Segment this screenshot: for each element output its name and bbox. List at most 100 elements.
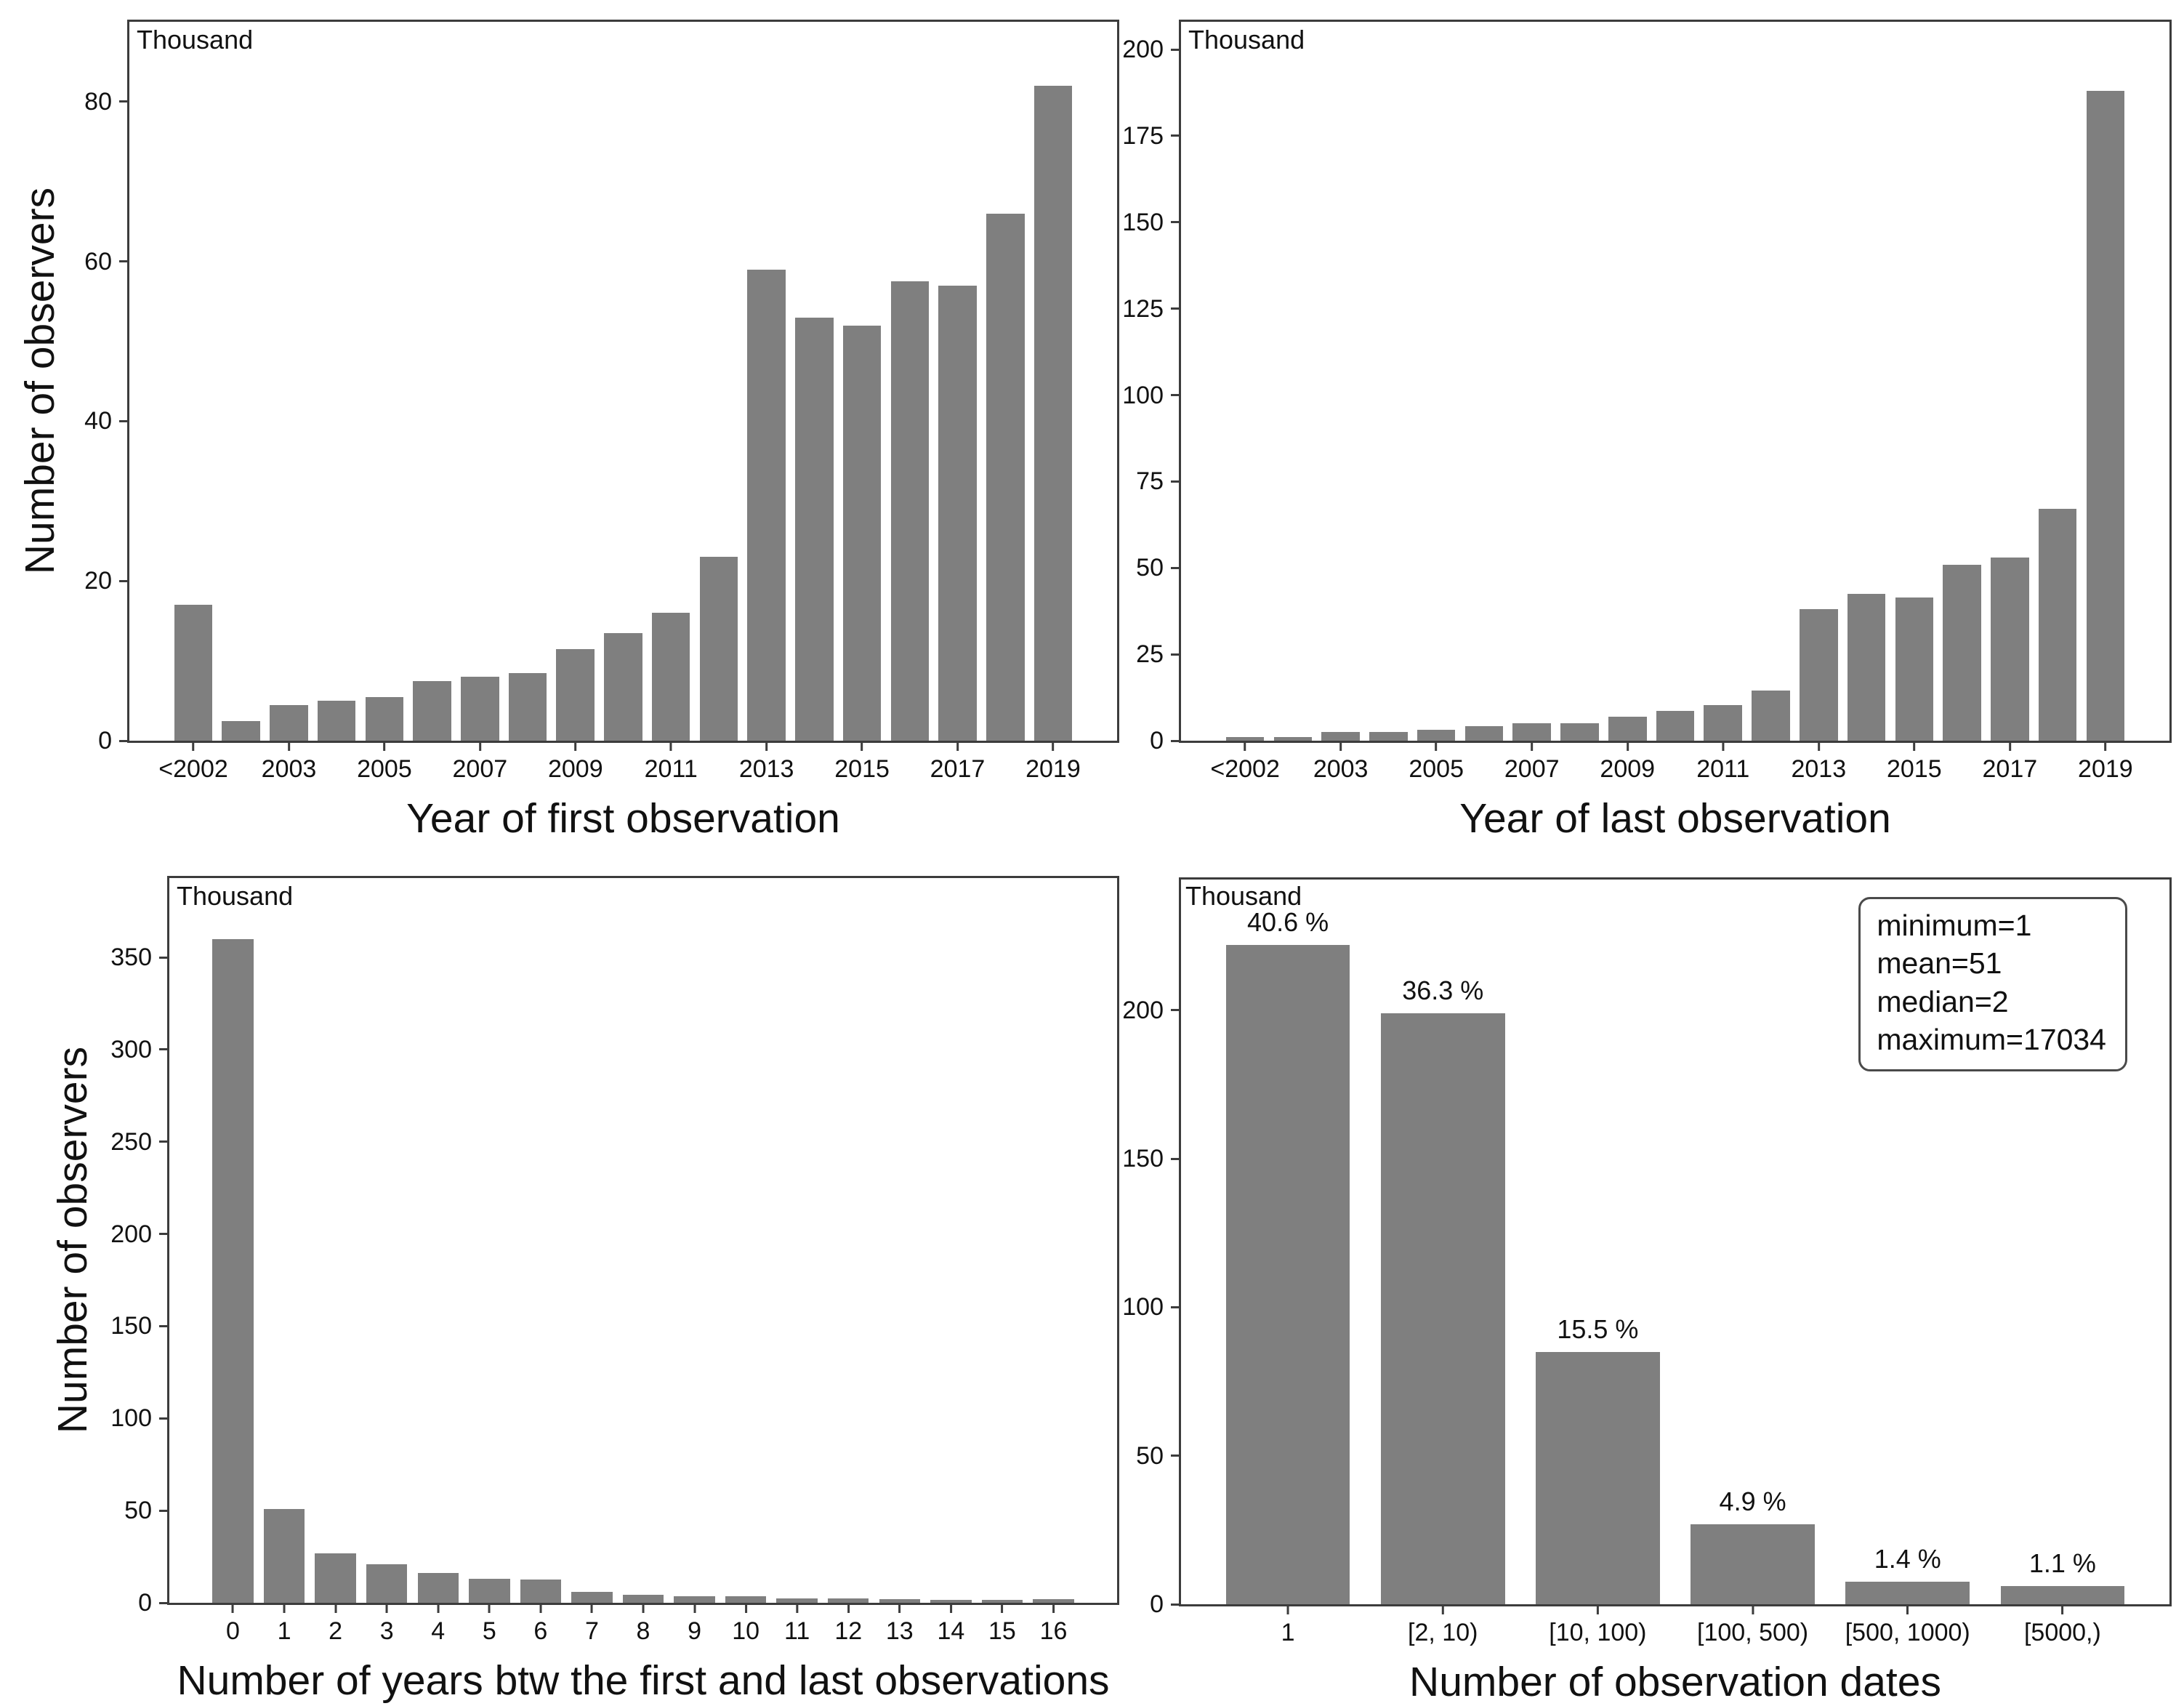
bar bbox=[508, 672, 547, 741]
bar bbox=[417, 1573, 459, 1603]
bar bbox=[1656, 710, 1695, 741]
y-tick-mark bbox=[1171, 480, 1181, 483]
x-tick-mark bbox=[383, 741, 386, 751]
bar bbox=[986, 213, 1025, 741]
y-tick-mark bbox=[159, 1140, 169, 1143]
x-tick-mark bbox=[2104, 741, 2107, 751]
x-tick: [2, 10) bbox=[1408, 1604, 1478, 1645]
bar bbox=[747, 269, 786, 741]
bar bbox=[1225, 737, 1265, 741]
x-tick: 3 bbox=[380, 1603, 394, 1643]
x-tick: 2009 bbox=[548, 741, 603, 781]
x-tick-label: 2015 bbox=[1886, 755, 1942, 783]
x-tick: 2011 bbox=[645, 741, 698, 781]
x-tick: 11 bbox=[784, 1603, 810, 1643]
x-tick: 10 bbox=[732, 1603, 759, 1643]
y-tick-label: 100 bbox=[110, 1404, 152, 1433]
x-tick-label: 7 bbox=[584, 1617, 599, 1645]
bar bbox=[263, 1508, 305, 1603]
x-tick: <2002 bbox=[1210, 741, 1280, 781]
y-tick-mark bbox=[159, 1048, 169, 1051]
bar bbox=[365, 696, 404, 741]
bar bbox=[1847, 593, 1886, 741]
x-tick-label: 2 bbox=[329, 1617, 343, 1645]
x-tick-label: 5 bbox=[482, 1617, 496, 1645]
x-tick: 2013 bbox=[1791, 741, 1846, 781]
x-tick-label: 2009 bbox=[1600, 755, 1656, 783]
x-tick-label: 2017 bbox=[1982, 755, 2038, 783]
y-tick: 175 bbox=[1122, 124, 1181, 148]
x-tick-label: 6 bbox=[533, 1617, 548, 1645]
x-tick: 7 bbox=[585, 1603, 599, 1643]
x-tick: [5000,) bbox=[2024, 1604, 2101, 1645]
y-tick-label: 200 bbox=[110, 1220, 152, 1248]
x-tick: 14 bbox=[937, 1603, 964, 1643]
x-axis-title: Year of last observation bbox=[1459, 795, 1891, 842]
x-tick-label: 2007 bbox=[1504, 755, 1560, 783]
bar-value-label: 15.5 % bbox=[1557, 1313, 1639, 1344]
bar bbox=[1033, 1598, 1074, 1603]
x-axis-title: Number of observation dates bbox=[1409, 1659, 1941, 1705]
x-tick-mark bbox=[2061, 1604, 2064, 1614]
x-tick-label: 2007 bbox=[452, 755, 508, 783]
x-tick-label: 8 bbox=[636, 1617, 650, 1645]
unit-label: Thousand bbox=[177, 881, 294, 911]
y-tick-mark bbox=[1171, 48, 1181, 51]
y-tick-mark bbox=[159, 1509, 169, 1512]
bar bbox=[174, 605, 213, 741]
x-tick: 2007 bbox=[1504, 741, 1560, 781]
bar bbox=[556, 648, 595, 741]
x-tick-label: 2011 bbox=[644, 755, 698, 783]
plot-year-first-observation: Thousand 0 20 40 60 80 <2002 2003 2005 2007 2009… bbox=[84, 20, 1119, 842]
x-tick: 2015 bbox=[834, 741, 890, 781]
x-tick-mark bbox=[334, 1603, 337, 1613]
x-tick-mark bbox=[861, 741, 863, 751]
x-tick-mark bbox=[744, 1603, 747, 1613]
x-tick-mark bbox=[231, 1603, 234, 1613]
x-tick-mark bbox=[488, 1603, 491, 1613]
x-tick-mark bbox=[1441, 1604, 1444, 1614]
x-tick: 0 bbox=[226, 1603, 240, 1643]
x-tick: 2 bbox=[329, 1603, 342, 1643]
unit-label: Thousand bbox=[1185, 881, 1302, 911]
x-tick: 2015 bbox=[1887, 741, 1942, 781]
x-tick-label: [5000,) bbox=[2023, 1619, 2101, 1646]
x-tick-mark bbox=[765, 741, 768, 751]
x-tick: 12 bbox=[834, 1603, 862, 1643]
y-tick-label: 25 bbox=[1136, 640, 1164, 669]
bars-layer bbox=[169, 878, 1117, 1603]
bar bbox=[315, 1553, 356, 1603]
bars-layer bbox=[129, 22, 1117, 741]
y-tick-mark bbox=[119, 739, 129, 742]
bar bbox=[461, 677, 499, 741]
y-tick-mark bbox=[159, 1417, 169, 1420]
x-tick: 1 bbox=[1281, 1604, 1295, 1645]
y-tick-label: 175 bbox=[1122, 121, 1164, 150]
bar bbox=[725, 1596, 767, 1603]
x-axis-title: Number of years btw the first and last o… bbox=[177, 1657, 1110, 1704]
x-tick-mark bbox=[693, 1603, 696, 1613]
bar-value-label: 1.1 % bbox=[2028, 1548, 2096, 1579]
y-tick-label: 0 bbox=[138, 1589, 152, 1617]
x-tick-mark bbox=[437, 1603, 440, 1613]
x-tick: 15 bbox=[988, 1603, 1016, 1643]
x-tick-mark bbox=[1531, 741, 1534, 751]
x-tick-mark bbox=[1906, 1604, 1909, 1614]
y-tick-mark bbox=[1171, 394, 1181, 397]
y-tick-mark bbox=[1171, 1305, 1181, 1308]
bar bbox=[1033, 85, 1073, 741]
y-tick-label: 150 bbox=[1122, 208, 1164, 236]
x-tick-label: 11 bbox=[784, 1617, 810, 1645]
x-tick: 2003 bbox=[1313, 741, 1368, 781]
y-tick-label: 0 bbox=[98, 727, 112, 755]
bar-value-label: 4.9 % bbox=[1719, 1486, 1786, 1516]
y-tick-mark bbox=[1171, 307, 1181, 310]
unit-label: Thousand bbox=[137, 25, 254, 55]
y-axis-title: Number of observers bbox=[17, 187, 63, 575]
x-tick: 4 bbox=[431, 1603, 445, 1643]
y-tick-mark bbox=[119, 260, 129, 263]
y-tick: 0 bbox=[98, 728, 129, 753]
x-tick: 6 bbox=[533, 1603, 547, 1643]
x-tick: 16 bbox=[1040, 1603, 1067, 1643]
